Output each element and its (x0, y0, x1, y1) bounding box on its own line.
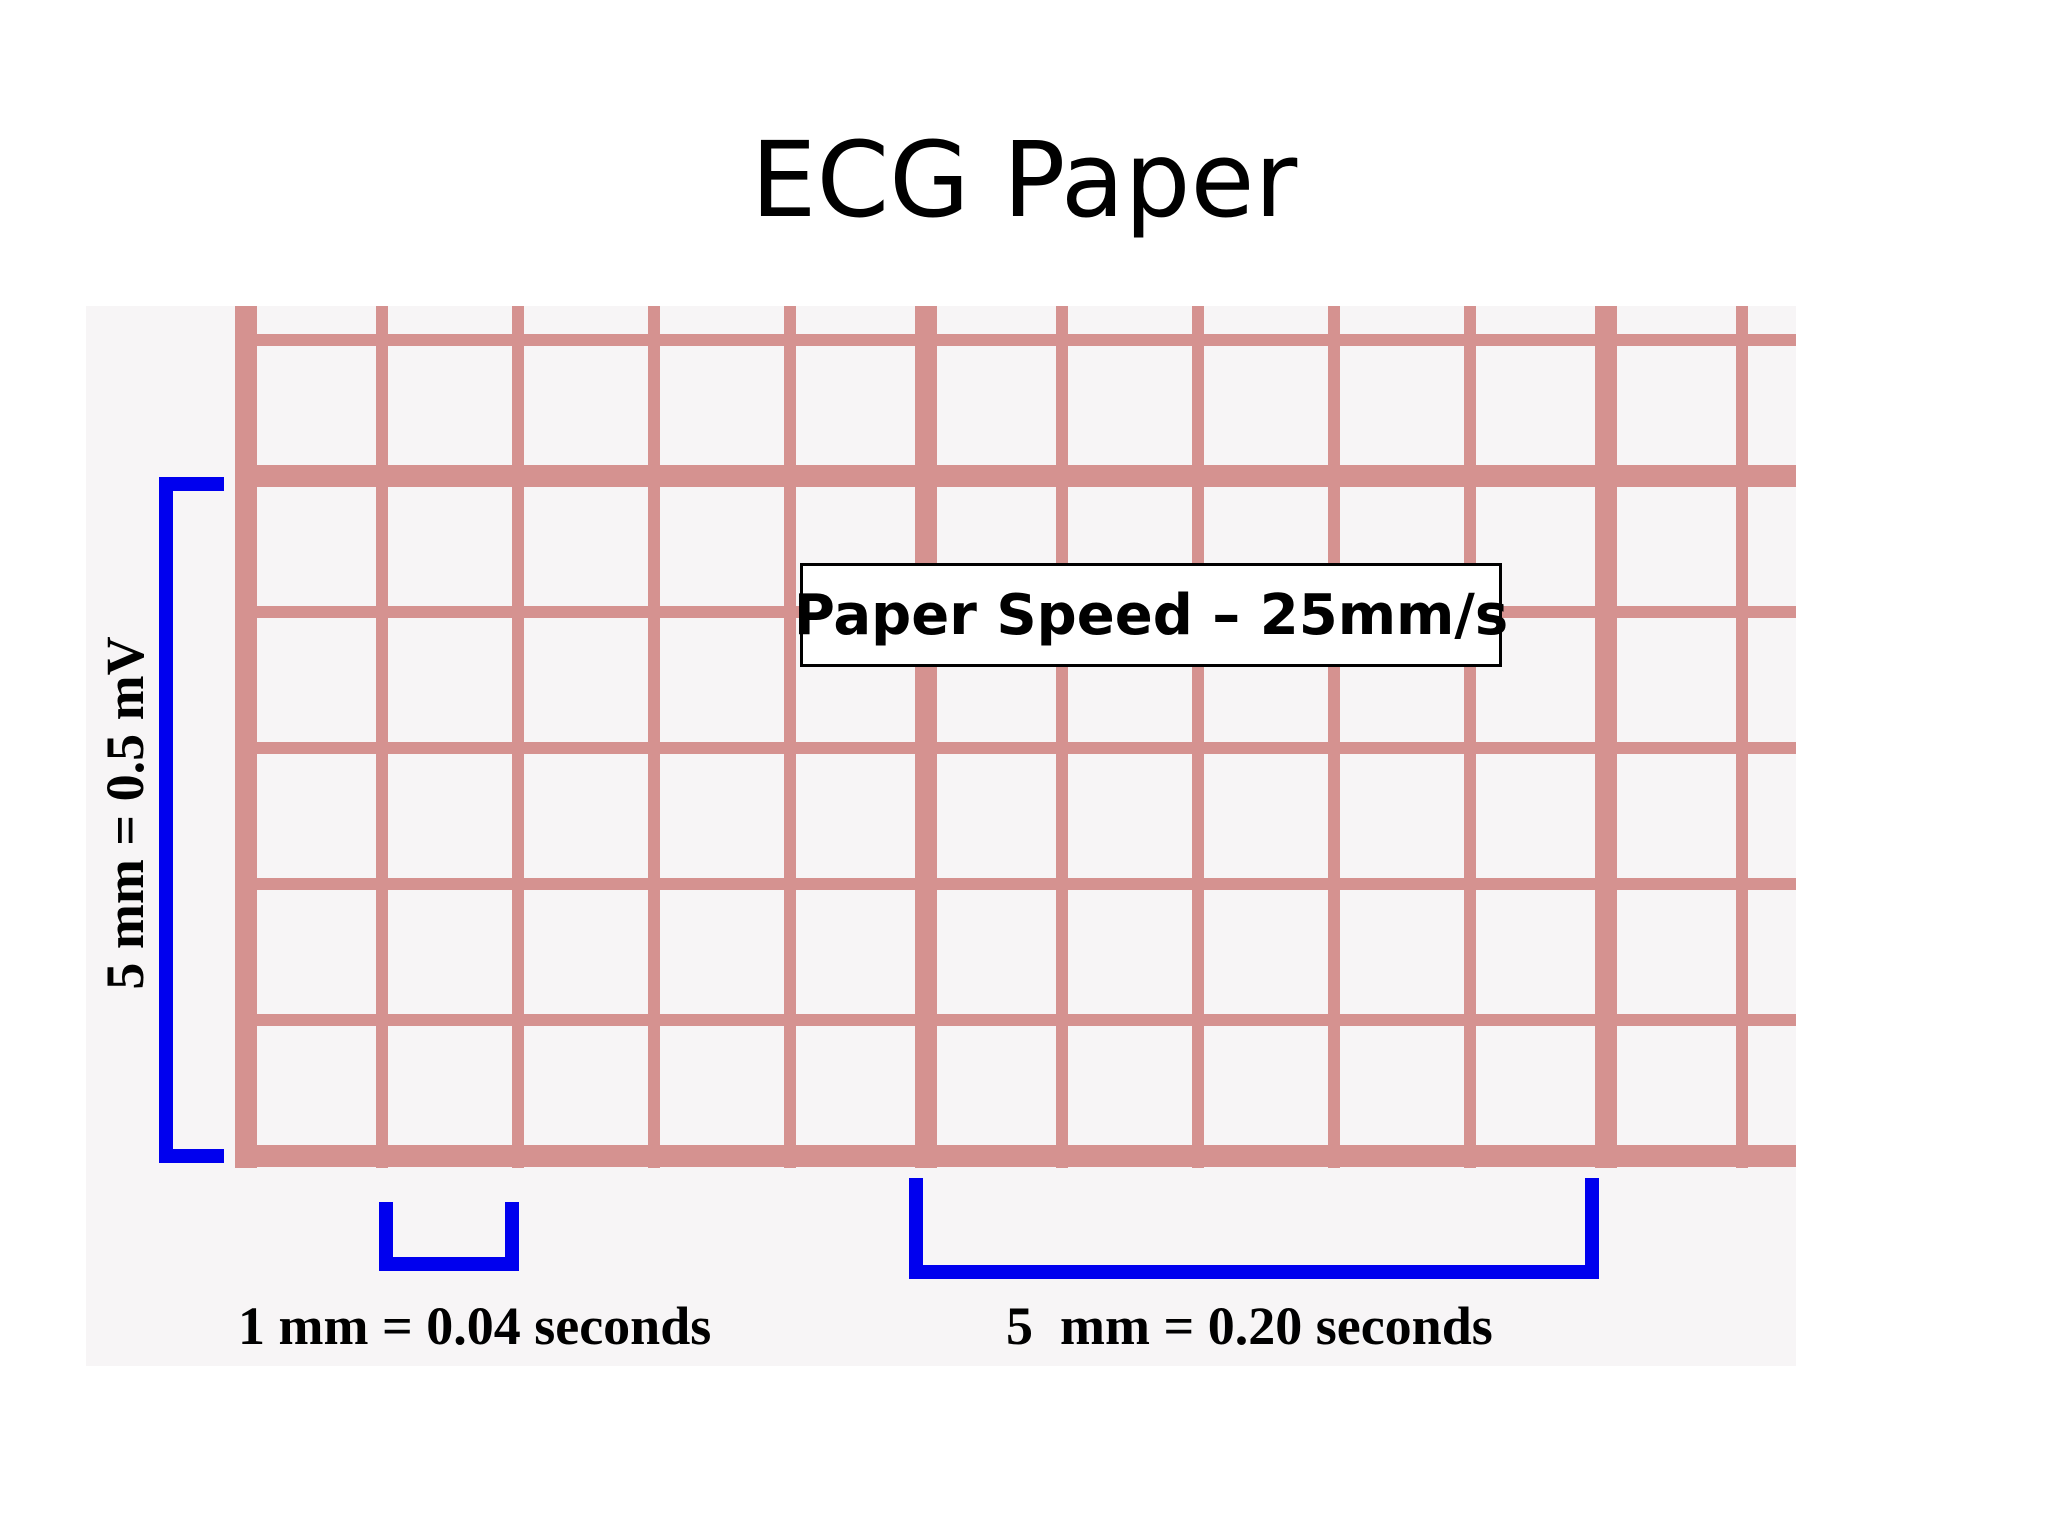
paper-speed-label: Paper Speed – 25mm/s (793, 582, 1509, 648)
slide-title: ECG Paper (750, 119, 1298, 241)
ecg-paper-figure: Paper Speed – 25mm/s 5 mm = 0.5 mV 1 mm … (86, 306, 1796, 1366)
small-1mm-bracket (379, 1202, 519, 1271)
ecg-grid (159, 306, 1796, 1279)
large-box-time-label: 5 mm = 0.20 seconds (1006, 1296, 1493, 1356)
paper-speed-box: Paper Speed – 25mm/s (794, 563, 1508, 667)
small-box-time-label: 1 mm = 0.04 seconds (238, 1296, 712, 1356)
large-5mm-bracket (909, 1178, 1599, 1279)
vertical-scale-label: 5 mm = 0.5 mV (95, 636, 155, 990)
vertical-5mm-bracket (159, 477, 224, 1163)
